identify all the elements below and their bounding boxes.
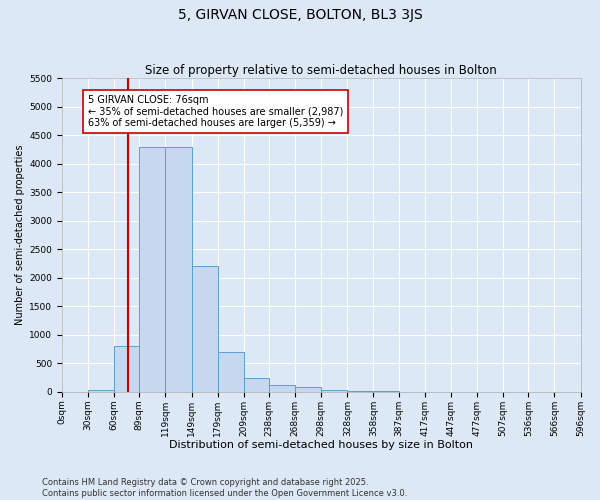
Bar <box>347 391 373 392</box>
Bar <box>139 146 166 392</box>
Bar <box>191 266 218 392</box>
Bar <box>218 352 244 392</box>
Bar <box>373 391 398 392</box>
Text: Contains HM Land Registry data © Crown copyright and database right 2025.
Contai: Contains HM Land Registry data © Crown c… <box>42 478 407 498</box>
Bar <box>88 390 114 392</box>
Y-axis label: Number of semi-detached properties: Number of semi-detached properties <box>15 144 25 325</box>
Text: 5 GIRVAN CLOSE: 76sqm
← 35% of semi-detached houses are smaller (2,987)
63% of s: 5 GIRVAN CLOSE: 76sqm ← 35% of semi-deta… <box>88 96 343 128</box>
Bar <box>295 388 321 392</box>
Bar <box>166 146 191 392</box>
Bar <box>321 390 347 392</box>
Bar <box>244 378 269 392</box>
Title: Size of property relative to semi-detached houses in Bolton: Size of property relative to semi-detach… <box>145 64 497 77</box>
Text: 5, GIRVAN CLOSE, BOLTON, BL3 3JS: 5, GIRVAN CLOSE, BOLTON, BL3 3JS <box>178 8 422 22</box>
X-axis label: Distribution of semi-detached houses by size in Bolton: Distribution of semi-detached houses by … <box>169 440 473 450</box>
Bar <box>114 346 139 392</box>
Bar <box>269 385 295 392</box>
